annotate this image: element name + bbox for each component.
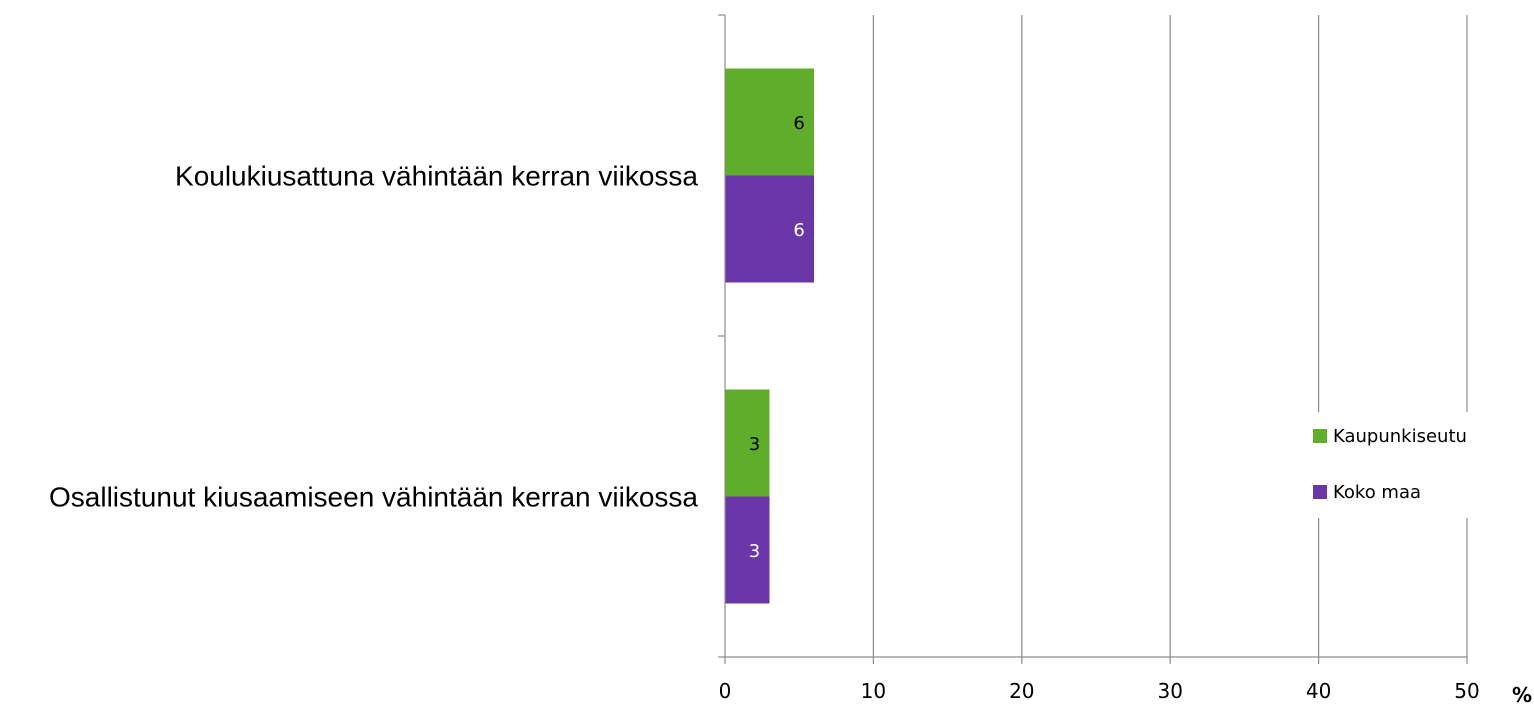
x-tick-label: 0 xyxy=(719,679,732,703)
x-axis-unit-label: % xyxy=(1512,683,1532,704)
data-label: 6 xyxy=(793,220,804,241)
category-label: Osallistunut kiusaamiseen vähintään kerr… xyxy=(49,482,698,513)
bars: 6 6 3 3 xyxy=(725,69,814,604)
data-label: 3 xyxy=(749,434,760,455)
legend-swatch xyxy=(1313,429,1327,443)
category-label: Koulukiusattuna vähintään kerran viikoss… xyxy=(175,161,698,192)
bar xyxy=(725,390,770,497)
x-tick-label: 40 xyxy=(1306,679,1331,703)
x-tick-label: 20 xyxy=(1009,679,1034,703)
legend: Kaupunkiseutu Koko maa xyxy=(1313,426,1467,503)
x-tick-label: 50 xyxy=(1454,679,1479,703)
legend-label: Kaupunkiseutu xyxy=(1333,426,1467,447)
axes xyxy=(718,15,1467,664)
x-tick-label: 30 xyxy=(1157,679,1182,703)
data-label: 3 xyxy=(749,541,760,562)
x-tick-label: 10 xyxy=(861,679,886,703)
category-labels: Koulukiusattuna vähintään kerran viikoss… xyxy=(49,161,698,513)
legend-swatch xyxy=(1313,485,1327,499)
legend-label: Koko maa xyxy=(1333,482,1421,503)
data-label: 6 xyxy=(793,113,804,134)
tick-labels: 0 10 20 30 40 50 xyxy=(719,679,1480,703)
gridlines xyxy=(873,15,1467,657)
bar xyxy=(725,497,770,604)
